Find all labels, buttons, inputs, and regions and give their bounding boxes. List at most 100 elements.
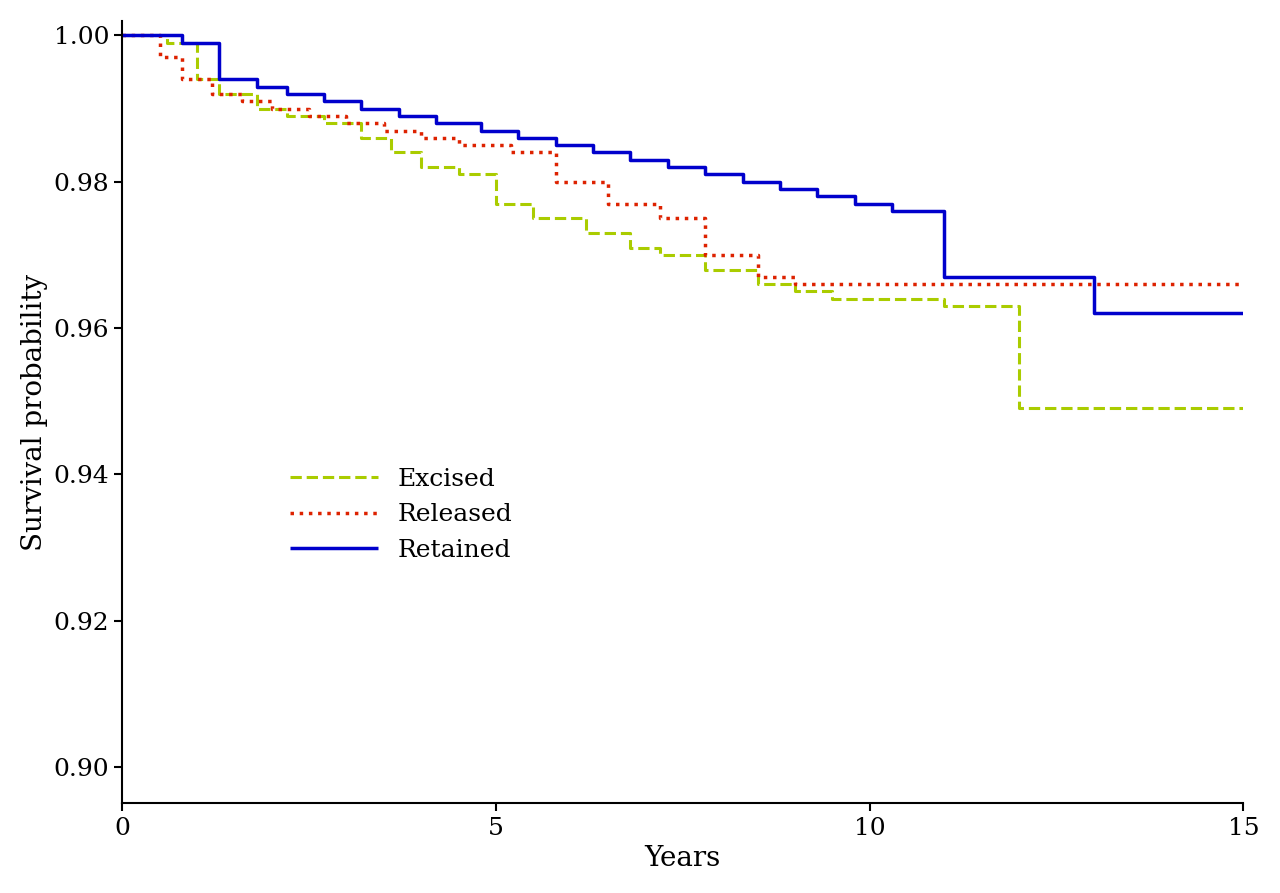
Excised xyxy=(316,111,332,121)
Excised xyxy=(279,104,294,114)
Excised xyxy=(623,242,639,253)
Retained xyxy=(474,118,489,129)
Retained xyxy=(884,198,900,209)
Excised xyxy=(488,169,503,179)
Excised xyxy=(1011,403,1027,413)
Retained xyxy=(847,198,863,209)
Released xyxy=(503,140,518,151)
Excised xyxy=(211,88,227,99)
Retained xyxy=(937,205,952,216)
Retained xyxy=(772,177,787,188)
Excised xyxy=(1011,301,1027,312)
Released xyxy=(114,30,129,41)
Excised xyxy=(189,38,205,48)
Released xyxy=(451,140,466,151)
Retained xyxy=(735,177,750,188)
Released xyxy=(264,96,279,106)
Released xyxy=(861,279,877,289)
Retained xyxy=(114,30,129,41)
Released xyxy=(339,118,355,129)
Retained xyxy=(392,104,407,114)
Released xyxy=(548,147,563,158)
Excised xyxy=(653,249,668,260)
Retained xyxy=(511,125,526,136)
Retained xyxy=(698,162,713,172)
Released xyxy=(205,88,220,99)
Released xyxy=(234,88,250,99)
Released xyxy=(653,213,668,223)
Excised xyxy=(824,286,840,296)
Retained xyxy=(429,111,444,121)
Released xyxy=(301,111,316,121)
Retained xyxy=(1087,271,1102,282)
Excised xyxy=(451,162,466,172)
Retained xyxy=(623,147,639,158)
Excised xyxy=(353,132,369,143)
Excised xyxy=(824,294,840,305)
Retained xyxy=(279,88,294,99)
Excised xyxy=(384,147,399,158)
Released xyxy=(750,271,765,282)
Excised xyxy=(384,132,399,143)
Excised xyxy=(787,286,803,296)
Released xyxy=(152,30,168,41)
Legend: Excised, Released, Retained: Excised, Released, Retained xyxy=(280,458,522,572)
Y-axis label: Survival probability: Survival probability xyxy=(20,273,47,551)
Released xyxy=(451,132,466,143)
Released xyxy=(787,271,803,282)
Excised xyxy=(1235,403,1251,413)
Excised xyxy=(114,30,129,41)
Excised xyxy=(160,38,175,48)
Retained xyxy=(810,191,826,202)
Retained xyxy=(250,74,265,85)
Excised xyxy=(787,279,803,289)
Released xyxy=(413,132,429,143)
Line: Excised: Excised xyxy=(122,36,1243,408)
Retained xyxy=(1087,308,1102,319)
Released xyxy=(600,198,616,209)
Retained xyxy=(211,74,227,85)
Excised xyxy=(698,249,713,260)
Excised xyxy=(353,118,369,129)
Excised xyxy=(250,104,265,114)
Retained xyxy=(548,140,563,151)
Excised xyxy=(316,118,332,129)
Retained xyxy=(660,162,676,172)
Released xyxy=(787,279,803,289)
Retained xyxy=(585,140,600,151)
Excised xyxy=(579,213,594,223)
Released xyxy=(376,118,392,129)
Excised xyxy=(413,162,429,172)
Excised xyxy=(1235,403,1251,413)
Released xyxy=(861,279,877,289)
Excised xyxy=(451,169,466,179)
Retained xyxy=(847,191,863,202)
Excised xyxy=(937,301,952,312)
Retained xyxy=(316,96,332,106)
Excised xyxy=(861,294,877,305)
Retained xyxy=(316,88,332,99)
Released xyxy=(503,147,518,158)
Excised xyxy=(526,198,541,209)
Released xyxy=(376,125,392,136)
Retained xyxy=(585,147,600,158)
Excised xyxy=(653,242,668,253)
Released xyxy=(653,198,668,209)
Excised xyxy=(488,198,503,209)
Retained xyxy=(429,118,444,129)
Excised xyxy=(160,30,175,41)
Retained xyxy=(392,111,407,121)
Excised xyxy=(189,74,205,85)
Excised xyxy=(579,228,594,238)
Released xyxy=(264,104,279,114)
Released xyxy=(301,104,316,114)
Retained xyxy=(511,132,526,143)
Excised xyxy=(698,264,713,275)
Retained xyxy=(174,38,189,48)
Released xyxy=(548,177,563,188)
Retained xyxy=(772,184,787,195)
Excised xyxy=(211,74,227,85)
Released xyxy=(600,177,616,188)
Excised xyxy=(750,279,765,289)
Retained xyxy=(884,205,900,216)
